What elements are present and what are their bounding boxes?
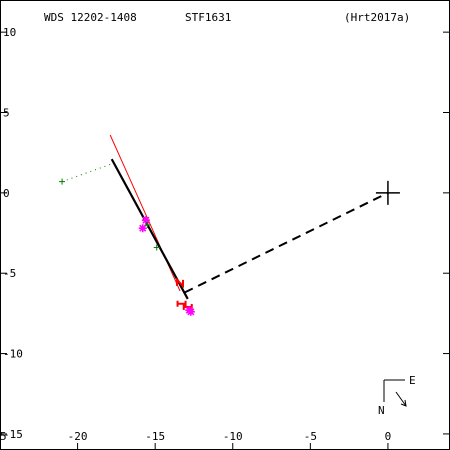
y-tick-label: 10 [3, 26, 16, 39]
compass: E N [378, 374, 416, 417]
orbit-lines [61, 134, 389, 300]
first-obs-link [61, 163, 112, 183]
observation-point [176, 300, 187, 307]
observation-point [176, 277, 184, 289]
x-tick-label: 0 [385, 430, 392, 443]
reference-code: (Hrt2017a) [344, 11, 410, 24]
observation-point [144, 222, 151, 228]
observation-point [141, 216, 150, 225]
x-tick-label: -10 [223, 430, 243, 443]
observation-point [186, 307, 195, 316]
discoverer-code: STF1631 [185, 11, 231, 24]
y-tick-label: -15 [3, 428, 23, 441]
y-tick-label: -5 [3, 267, 16, 280]
compass-arrowhead [400, 399, 407, 407]
x-tick-label: -15 [145, 430, 165, 443]
observation-marks [59, 178, 400, 316]
compass-east-label: E [409, 374, 416, 387]
y-tick-label: 5 [3, 107, 10, 120]
y-tick-label: -10 [3, 348, 23, 361]
observation-point [59, 178, 66, 185]
x-tick-label: 25 [0, 430, 7, 443]
compass-motion-arrow [395, 391, 407, 407]
compass-north-label: N [378, 404, 385, 417]
periastron-line [184, 191, 389, 294]
x-tick-label: -20 [68, 430, 88, 443]
axes: 25 -20 -15 -10 -5 0 10 5 0 -5 -10 -15 [0, 26, 449, 449]
orbit-arc [110, 158, 189, 300]
wds-id: WDS 12202-1408 [44, 11, 137, 24]
y-tick-label: 0 [3, 187, 10, 200]
observation-point [153, 244, 160, 251]
x-tick-label: -5 [304, 430, 317, 443]
observation-point [138, 224, 147, 233]
